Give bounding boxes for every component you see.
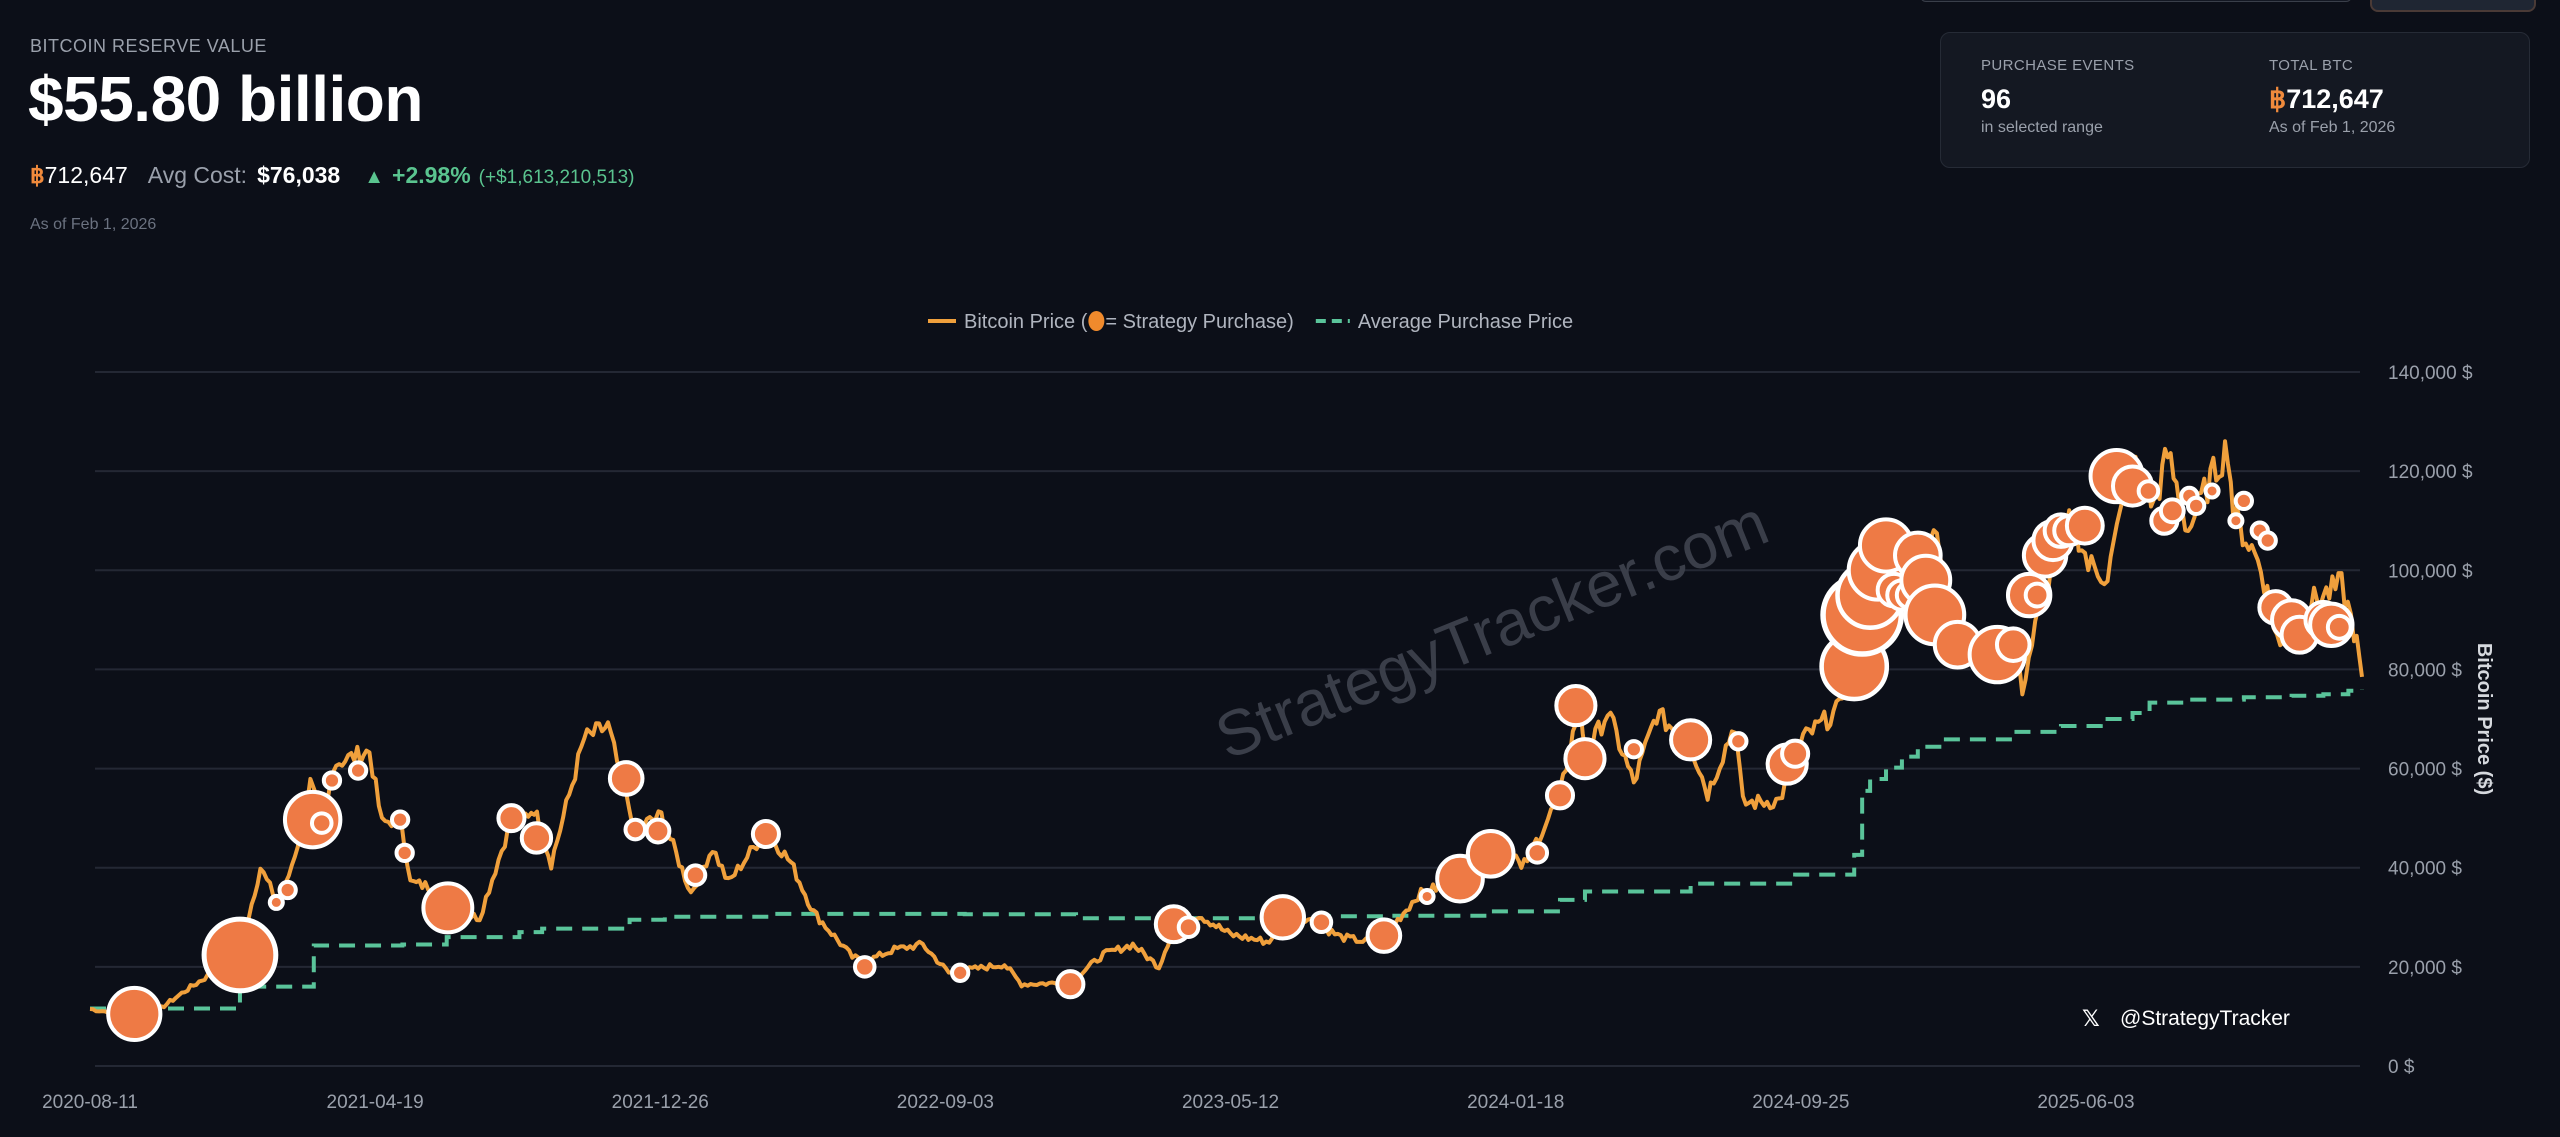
x-tick-label: 2022-09-03 [897,1092,994,1113]
x-tick-label: 2021-12-26 [612,1092,709,1113]
purchase-bubble [347,760,369,781]
purchase-bubble [950,962,971,983]
bitcoin-symbol-icon: ฿ [2269,84,2287,114]
total-btc-stat: TOTAL BTC ฿712,647 As of Feb 1, 2026 [2269,57,2395,137]
average-purchase-price-line [90,688,2364,1011]
total-btc-label: TOTAL BTC [2269,57,2354,74]
purchase-bubble [607,760,645,797]
purchase-bubble [201,916,279,994]
purchase-bubble [2325,613,2353,641]
legend-bubble-icon [1088,311,1105,331]
purchase-bubble [2023,581,2051,609]
purchase-bubble [496,803,527,834]
purchase-bubble [1994,626,2032,663]
purchase-bubble [1623,739,1644,760]
total-btc-sub: As of Feb 1, 2026 [2269,119,2396,136]
change-percent: +2.98% [392,162,471,188]
y-axis-title: Bitcoin Price ($) [2473,643,2495,795]
purchase-bubble [267,893,285,911]
y-tick-label: 0 $ [2388,1057,2415,1078]
x-tick-label: 2023-05-12 [1182,1092,1279,1113]
purchase-bubble [1669,718,1713,762]
total-btc-value: 712,647 [2286,84,2384,114]
y-tick-label: 80,000 $ [2388,660,2462,681]
y-tick-label: 100,000 $ [2388,561,2473,582]
purchase-bubble [421,881,475,935]
purchase-bubble [1728,731,1749,752]
y-tick-label: 140,000 $ [2388,363,2473,384]
purchase-bubble [1780,738,1811,769]
purchase-bubble [277,879,298,901]
x-tick-label: 2024-09-25 [1752,1092,1849,1113]
purchase-bubble [623,817,648,842]
purchase-bubble [1525,841,1550,865]
purchase-events-sub: in selected range [1981,119,2103,136]
purchase-bubble [644,817,672,845]
purchase-bubble [519,821,554,855]
top-action-button[interactable] [2370,0,2536,12]
y-tick-label: 20,000 $ [2388,958,2462,979]
reserve-value: $55.80 billion [28,63,423,135]
stats-card: PURCHASE EVENTS 96 in selected range TOT… [1940,32,2530,168]
legend-price-label-a: Bitcoin Price ( [964,311,1088,333]
x-tick-label: 2024-01-18 [1467,1092,1564,1113]
purchase-bubble [750,818,781,850]
as-of-date: As of Feb 1, 2026 [30,216,157,233]
purchase-bubble [1176,915,1201,939]
x-credit[interactable]: 𝕏 @StrategyTracker [2082,1007,2290,1032]
purchase-bubble [2227,512,2245,530]
legend-avg-label: Average Purchase Price [1358,311,1573,333]
change-absolute: (+$1,613,210,513) [478,167,635,188]
purchase-bubble [2185,495,2207,516]
x-logo-icon: 𝕏 [2082,1007,2100,1032]
reserve-label: BITCOIN RESERVE VALUE [30,36,267,56]
holdings-summary: ฿ 712,647 Avg Cost: $76,038 ▲ +2.98% (+$… [30,162,635,189]
x-tick-label: 2020-08-11 [42,1092,138,1113]
purchase-bubble [1554,684,1598,728]
purchase-bubble [2203,482,2221,500]
purchase-events-label: PURCHASE EVENTS [1981,57,2135,74]
y-tick-label: 60,000 $ [2388,760,2462,781]
bitcoin-symbol-icon: ฿ [30,162,45,188]
purchase-bubble [1465,829,1516,879]
y-tick-label: 40,000 $ [2388,859,2462,880]
purchase-events-stat: PURCHASE EVENTS 96 in selected range [1981,57,2135,137]
purchase-bubble [2233,490,2255,512]
purchase-bubble [1309,910,1334,935]
up-arrow-icon: ▲ [364,166,385,188]
credit-handle: @StrategyTracker [2120,1007,2290,1030]
avg-cost-value: $76,038 [257,162,341,188]
purchase-bubble [394,842,415,863]
purchase-bubble [389,809,411,830]
x-tick-label: 2025-06-03 [2037,1092,2134,1113]
purchase-bubble [2136,479,2161,503]
avg-cost-label: Avg Cost: [147,162,248,188]
purchase-bubble [1418,887,1436,905]
purchase-bubble [1365,917,1403,954]
purchase-bubble [1259,894,1306,941]
purchase-bubble [683,863,708,887]
purchase-bubble [2064,505,2105,546]
purchase-bubble [106,985,163,1043]
purchase-bubble [1055,969,1086,1000]
purchase-bubble [309,811,334,835]
legend-price-label-b: = Strategy Purchase) [1105,311,1293,333]
purchase-bubble [2257,530,2278,551]
purchase-bubble [321,770,343,791]
purchase-bubble [852,955,877,979]
purchase-events-value: 96 [1981,84,2012,114]
x-tick-label: 2021-04-19 [327,1092,424,1113]
purchase-bubble [2158,497,2186,525]
chart-legend[interactable]: Bitcoin Price ( = Strategy Purchase) Ave… [928,311,1573,333]
btc-holdings: 712,647 [44,162,128,188]
y-tick-label: 120,000 $ [2388,462,2473,483]
purchase-bubble [1563,737,1607,781]
purchase-bubble [1544,780,1576,811]
